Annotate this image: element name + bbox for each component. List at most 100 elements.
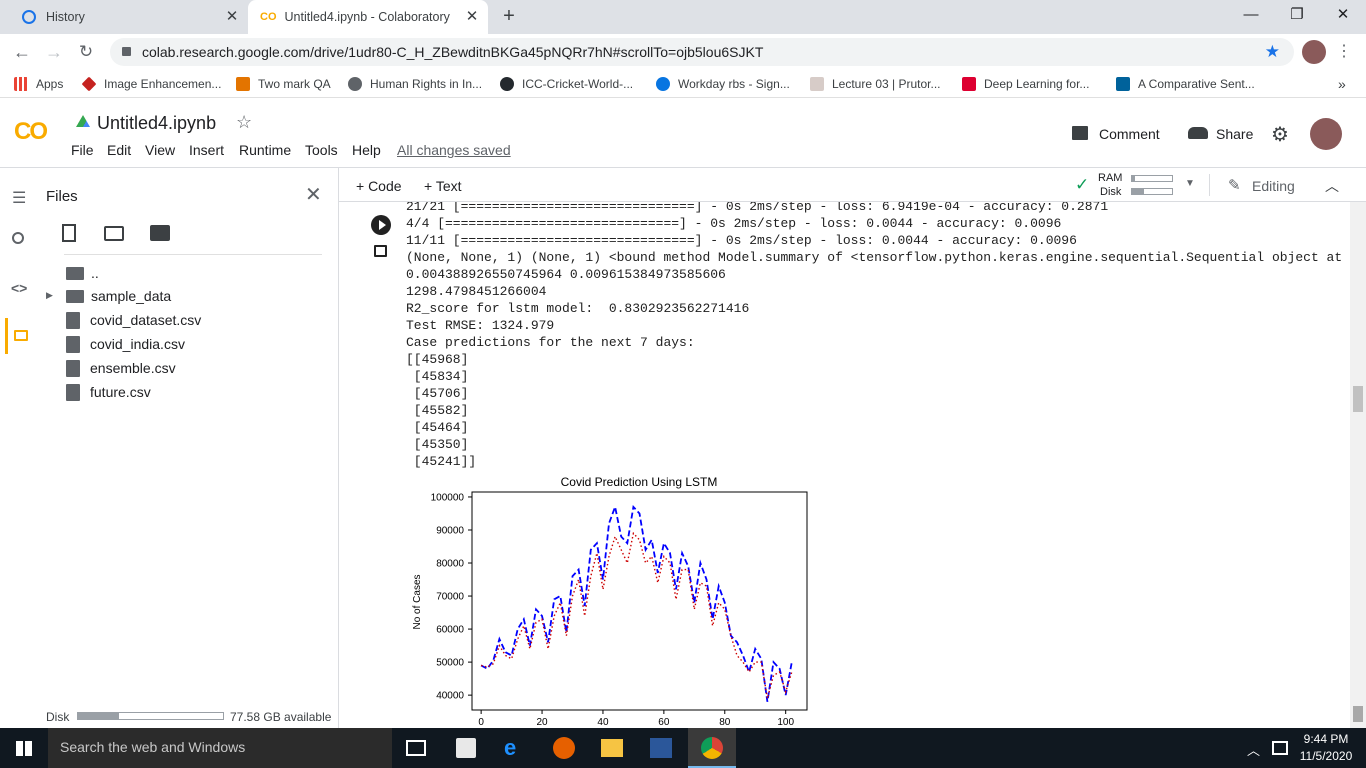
share-button[interactable]: Share [1216,126,1254,142]
share-people-icon[interactable] [1188,127,1208,139]
tab-history[interactable]: History ✕ [10,0,248,34]
forward-icon[interactable]: → [45,42,63,62]
bookmark-item[interactable]: A Comparative Sent... [1116,70,1255,98]
back-icon[interactable]: ← [13,42,31,62]
chrome-menu-icon[interactable]: ⋮ [1336,43,1352,60]
close-panel-icon[interactable]: ✕ [305,184,322,206]
close-tab-icon[interactable]: ✕ [225,8,239,25]
file-row[interactable]: ensemble.csv [66,357,176,379]
reload-icon[interactable]: ↻ [78,42,94,61]
file-explorer-icon[interactable] [601,739,623,757]
code-snippets-icon[interactable]: <> [11,280,28,296]
close-window-button[interactable]: ✕ [1336,6,1350,23]
close-tab-icon[interactable]: ✕ [465,8,479,25]
save-status[interactable]: All changes saved [397,142,511,158]
left-sidebar-rail: ☰ <> [0,168,40,728]
menu-edit[interactable]: Edit [107,142,132,158]
ram-usage-bar [1131,175,1173,182]
menu-tools[interactable]: Tools [305,142,338,158]
ram-label[interactable]: RAM [1098,172,1123,184]
system-tray-chevron-icon[interactable]: ︿ [1247,743,1261,758]
menu-insert[interactable]: Insert [189,142,225,158]
bookmarks-more[interactable]: » [1338,76,1346,92]
bookmark-item[interactable]: ICC-Cricket-World-... [500,70,633,98]
output-actions-icon[interactable] [374,245,387,257]
bookmark-item[interactable]: Two mark QA [236,70,331,98]
bookmark-item[interactable]: Human Rights in In... [348,70,482,98]
editing-mode[interactable]: Editing [1252,178,1295,194]
taskbar-search-input: Search the web and Windows [60,739,246,755]
refresh-folder-icon[interactable] [104,226,124,241]
new-tab-button[interactable]: + [503,5,515,27]
divider [1209,174,1210,196]
tab-strip: History ✕ CO Untitled4.ipynb - Colaborat… [0,0,1366,34]
menu-view[interactable]: View [145,142,176,158]
account-avatar[interactable] [1310,118,1342,150]
task-view-icon[interactable] [406,740,426,756]
disk-available: 77.58 GB available [230,710,332,724]
menu-file[interactable]: File [71,142,94,158]
run-cell-button[interactable] [371,215,391,235]
disk-usage-bar [77,712,224,720]
scrollbar-thumb[interactable] [1353,386,1363,412]
bookmark-item[interactable]: Workday rbs - Sign... [656,70,790,98]
clock-date[interactable]: 11/5/2020 [1299,749,1353,763]
ieee-icon [1116,77,1130,91]
chart-plot-area: 0 20 40 60 80 100 40000 50000 60000 70000 80000 900… [431,492,795,728]
address-bar[interactable]: colab.research.google.com/drive/1udr80-C… [110,38,1294,66]
windows-start-icon[interactable] [16,741,32,756]
table-of-contents-icon[interactable]: ☰ [12,190,27,207]
notification-icon[interactable] [1272,741,1288,755]
pencil-icon[interactable]: ✎ [1228,177,1241,194]
expand-chevron-icon[interactable]: ▶ [46,290,53,300]
bookmark-apps[interactable]: Apps [14,70,63,98]
word-icon[interactable] [650,738,672,758]
angular-icon [962,77,976,91]
disk-label[interactable]: Disk [1100,186,1122,198]
comment-icon[interactable] [1072,126,1088,140]
covid-prediction-chart: Covid Prediction Using LSTM No of Cases … [412,475,808,728]
x-tick-label: 80 [719,717,731,728]
star-icon[interactable]: ☆ [236,112,253,132]
y-tick-label: 50000 [436,658,464,669]
bookmark-item[interactable]: Deep Learning for... [962,70,1089,98]
resources-dropdown-icon[interactable]: ▼ [1185,178,1195,189]
bookmark-star-icon[interactable]: ★ [1264,42,1280,61]
bookmark-item[interactable]: Lecture 03 | Prutor... [810,70,941,98]
bookmark-item[interactable]: Image Enhancemen... [81,70,221,98]
store-icon[interactable] [456,738,476,758]
mount-drive-icon[interactable] [150,225,170,241]
divider [64,254,322,255]
workday-icon [656,77,670,91]
file-row[interactable]: covid_india.csv [66,333,185,355]
minimize-button[interactable]: — [1243,6,1259,23]
tab-colab[interactable]: CO Untitled4.ipynb - Colaboratory ✕ [248,0,488,34]
search-icon[interactable] [12,232,24,244]
scrollbar-bottom-thumb[interactable] [1353,706,1363,722]
output-scrollbar[interactable] [1350,202,1366,728]
firefox-icon[interactable] [553,737,575,759]
gear-icon[interactable]: ⚙ [1271,124,1289,146]
menu-help[interactable]: Help [352,142,381,158]
bookmark-favicon [236,77,250,91]
restore-button[interactable]: ❐ [1290,6,1304,23]
menu-runtime[interactable]: Runtime [239,142,292,158]
clock-time[interactable]: 9:44 PM [1303,732,1349,746]
folder-icon[interactable] [14,330,28,341]
notebook-title[interactable]: Untitled4.ipynb [97,113,217,133]
files-title: Files [46,188,78,205]
file-row[interactable]: future.csv [66,381,151,403]
upload-icon[interactable] [62,224,76,242]
taskbar-search[interactable]: Search the web and Windows [48,728,392,768]
edge-icon[interactable]: e [504,735,517,760]
profile-avatar[interactable] [1302,40,1326,64]
file-row-parent[interactable]: .. [66,262,99,284]
collapse-header-icon[interactable]: ︿ [1325,178,1339,194]
add-code-button[interactable]: + Code [356,178,402,194]
file-row[interactable]: covid_dataset.csv [66,309,201,331]
colab-logo[interactable]: CO [14,118,48,145]
add-text-button[interactable]: + Text [424,178,462,194]
file-row-folder[interactable]: sample_data [66,285,171,307]
chrome-taskbar-item[interactable] [688,728,736,768]
comment-button[interactable]: Comment [1099,126,1160,142]
